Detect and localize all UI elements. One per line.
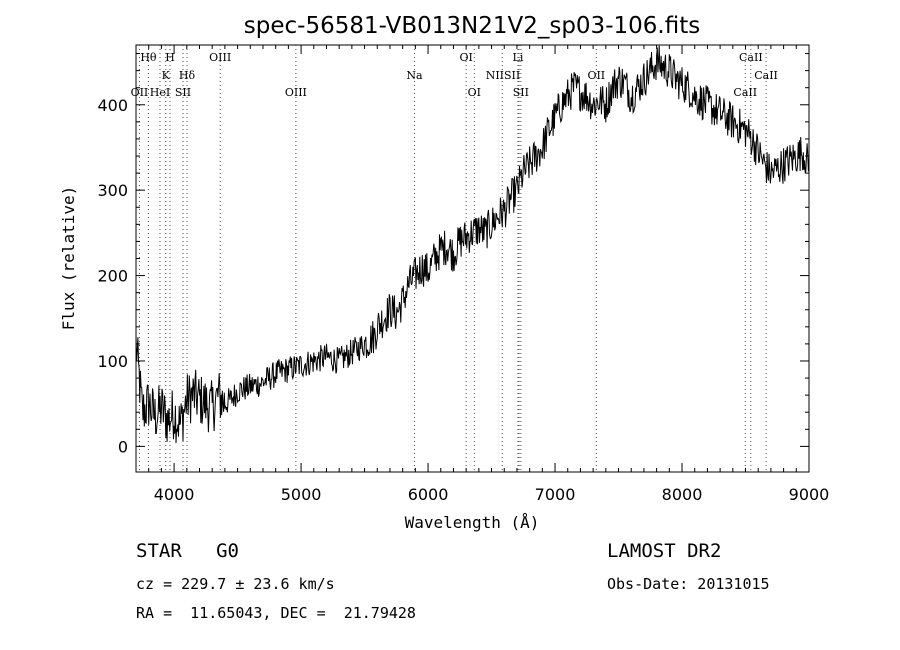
- spectral-line-label: OII: [587, 69, 605, 82]
- object-class: STAR G0: [136, 540, 239, 562]
- spectral-line-label: SII: [175, 86, 191, 99]
- spectral-line-label: H: [165, 51, 175, 64]
- plot-frame: [135, 44, 810, 473]
- spectral-line-label: Li: [513, 51, 524, 64]
- spectral-line-label: OIII: [285, 86, 307, 99]
- x-tick-label: 7000: [535, 485, 576, 504]
- spectral-line-label: CaII: [754, 69, 778, 82]
- y-tick-label: 200: [97, 267, 128, 286]
- coordinates-readout: RA = 11.65043, DEC = 21.79428: [136, 604, 416, 622]
- x-tick-label: 5000: [281, 485, 322, 504]
- spectral-line-label: SII: [513, 86, 529, 99]
- chart-title: spec-56581-VB013N21V2_sp03-106.fits: [244, 13, 700, 39]
- spectral-line-label: CaII: [733, 86, 757, 99]
- spectral-line-label: OI: [468, 86, 481, 99]
- spectral-line-label: Hθ: [140, 51, 157, 64]
- spectral-line-label: NIISII: [486, 69, 521, 82]
- spectral-line-label: K: [162, 69, 171, 82]
- spectral-line-label: OII: [131, 86, 149, 99]
- spectral-line-label: Na: [406, 69, 423, 82]
- y-tick-label: 300: [97, 181, 128, 200]
- spectral-line-label: HeI: [150, 86, 170, 99]
- axis-ticks: 4000 5000 6000 7000 8000 9000 0 100 200 300 400: [97, 45, 829, 504]
- spectrum-line: [135, 45, 810, 444]
- x-tick-label: 9000: [789, 485, 830, 504]
- x-axis-label: Wavelength (Å): [405, 513, 540, 532]
- redshift-readout: cz = 229.7 ± 23.6 km/s: [136, 575, 335, 593]
- y-tick-label: 100: [97, 352, 128, 371]
- spectral-line-label: OI: [459, 51, 472, 64]
- y-tick-label: 400: [97, 96, 128, 115]
- x-tick-label: 4000: [154, 485, 195, 504]
- x-tick-label: 6000: [408, 485, 449, 504]
- x-tick-label: 8000: [662, 485, 703, 504]
- y-axis-label: Flux (relative): [59, 186, 78, 331]
- spectral-line-label: CaII: [739, 51, 763, 64]
- spectral-line-label: Hδ: [179, 69, 196, 82]
- survey-name: LAMOST DR2: [607, 540, 722, 562]
- y-tick-label: 0: [118, 437, 128, 456]
- observation-date: Obs-Date: 20131015: [607, 575, 770, 593]
- spectral-line-label: OIII: [209, 51, 231, 64]
